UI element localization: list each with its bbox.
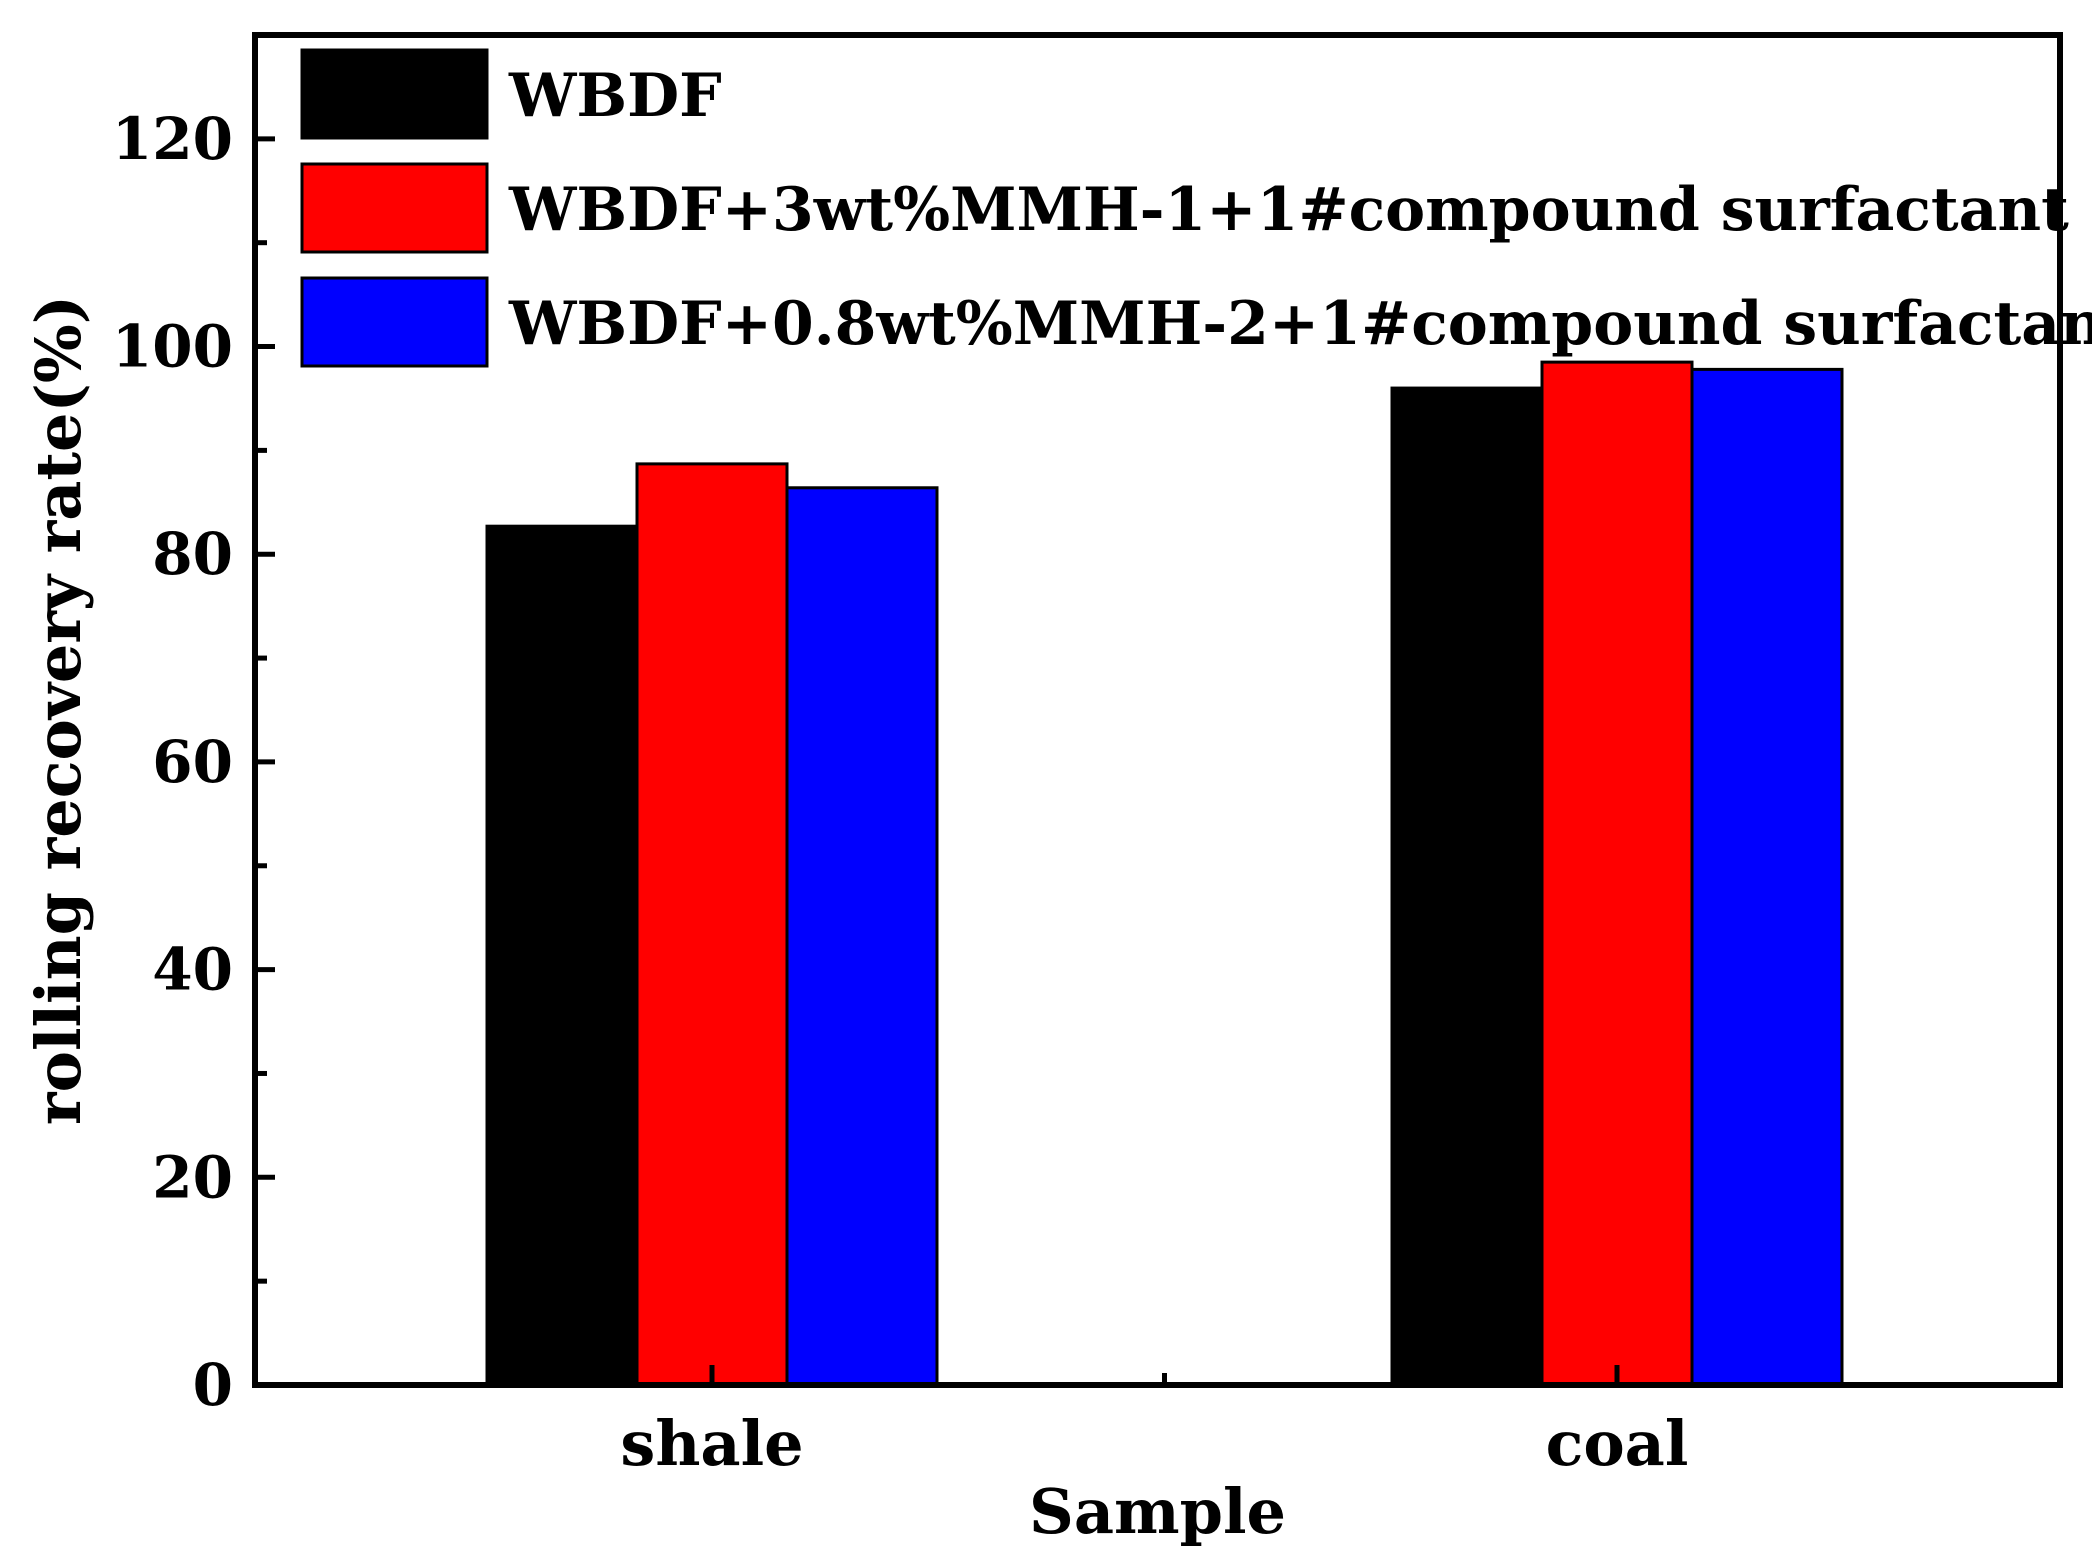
y-tick-label-120: 120 bbox=[112, 105, 233, 173]
y-tick-label-40: 40 bbox=[152, 936, 233, 1004]
y-tick-label-100: 100 bbox=[112, 313, 233, 381]
y-axis-label: rolling recovery rate(%) bbox=[22, 295, 95, 1125]
legend-label-series-3: WBDF+0.8wt%MMH-2+1#compound surfactant bbox=[508, 289, 2092, 359]
legend: WBDF WBDF+3wt%MMH-1+1#compound surfactant… bbox=[300, 48, 2092, 368]
x-axis-label: Sample bbox=[1029, 1475, 1286, 1548]
bar-coal-series-3 bbox=[1690, 367, 1844, 1387]
y-tick-label-20: 20 bbox=[152, 1143, 233, 1211]
legend-label-series-1: WBDF bbox=[508, 61, 722, 131]
ticks-layer: 0 20 40 60 80 100 120 shale coal bbox=[112, 32, 1689, 1480]
x-tick-label-coal: coal bbox=[1546, 1407, 1689, 1480]
y-tick-label-80: 80 bbox=[152, 520, 233, 588]
bar-shale-series-1 bbox=[485, 524, 639, 1387]
bars-layer bbox=[485, 360, 1844, 1387]
x-tick-label-shale: shale bbox=[620, 1407, 803, 1480]
bar-coal-series-2 bbox=[1540, 360, 1694, 1387]
plot-frame bbox=[252, 32, 2063, 1388]
bar-coal-series-1 bbox=[1390, 386, 1544, 1387]
legend-label-series-2: WBDF+3wt%MMH-1+1#compound surfactant bbox=[508, 175, 2069, 245]
legend-swatch-series-3 bbox=[300, 276, 489, 368]
bar-shale-series-2 bbox=[635, 462, 789, 1387]
y-tick-label-60: 60 bbox=[152, 728, 233, 796]
bar-shale-series-3 bbox=[785, 486, 939, 1387]
legend-swatch-series-2 bbox=[300, 162, 489, 254]
y-tick-label-0: 0 bbox=[193, 1351, 233, 1419]
legend-swatch-series-1 bbox=[300, 48, 489, 140]
